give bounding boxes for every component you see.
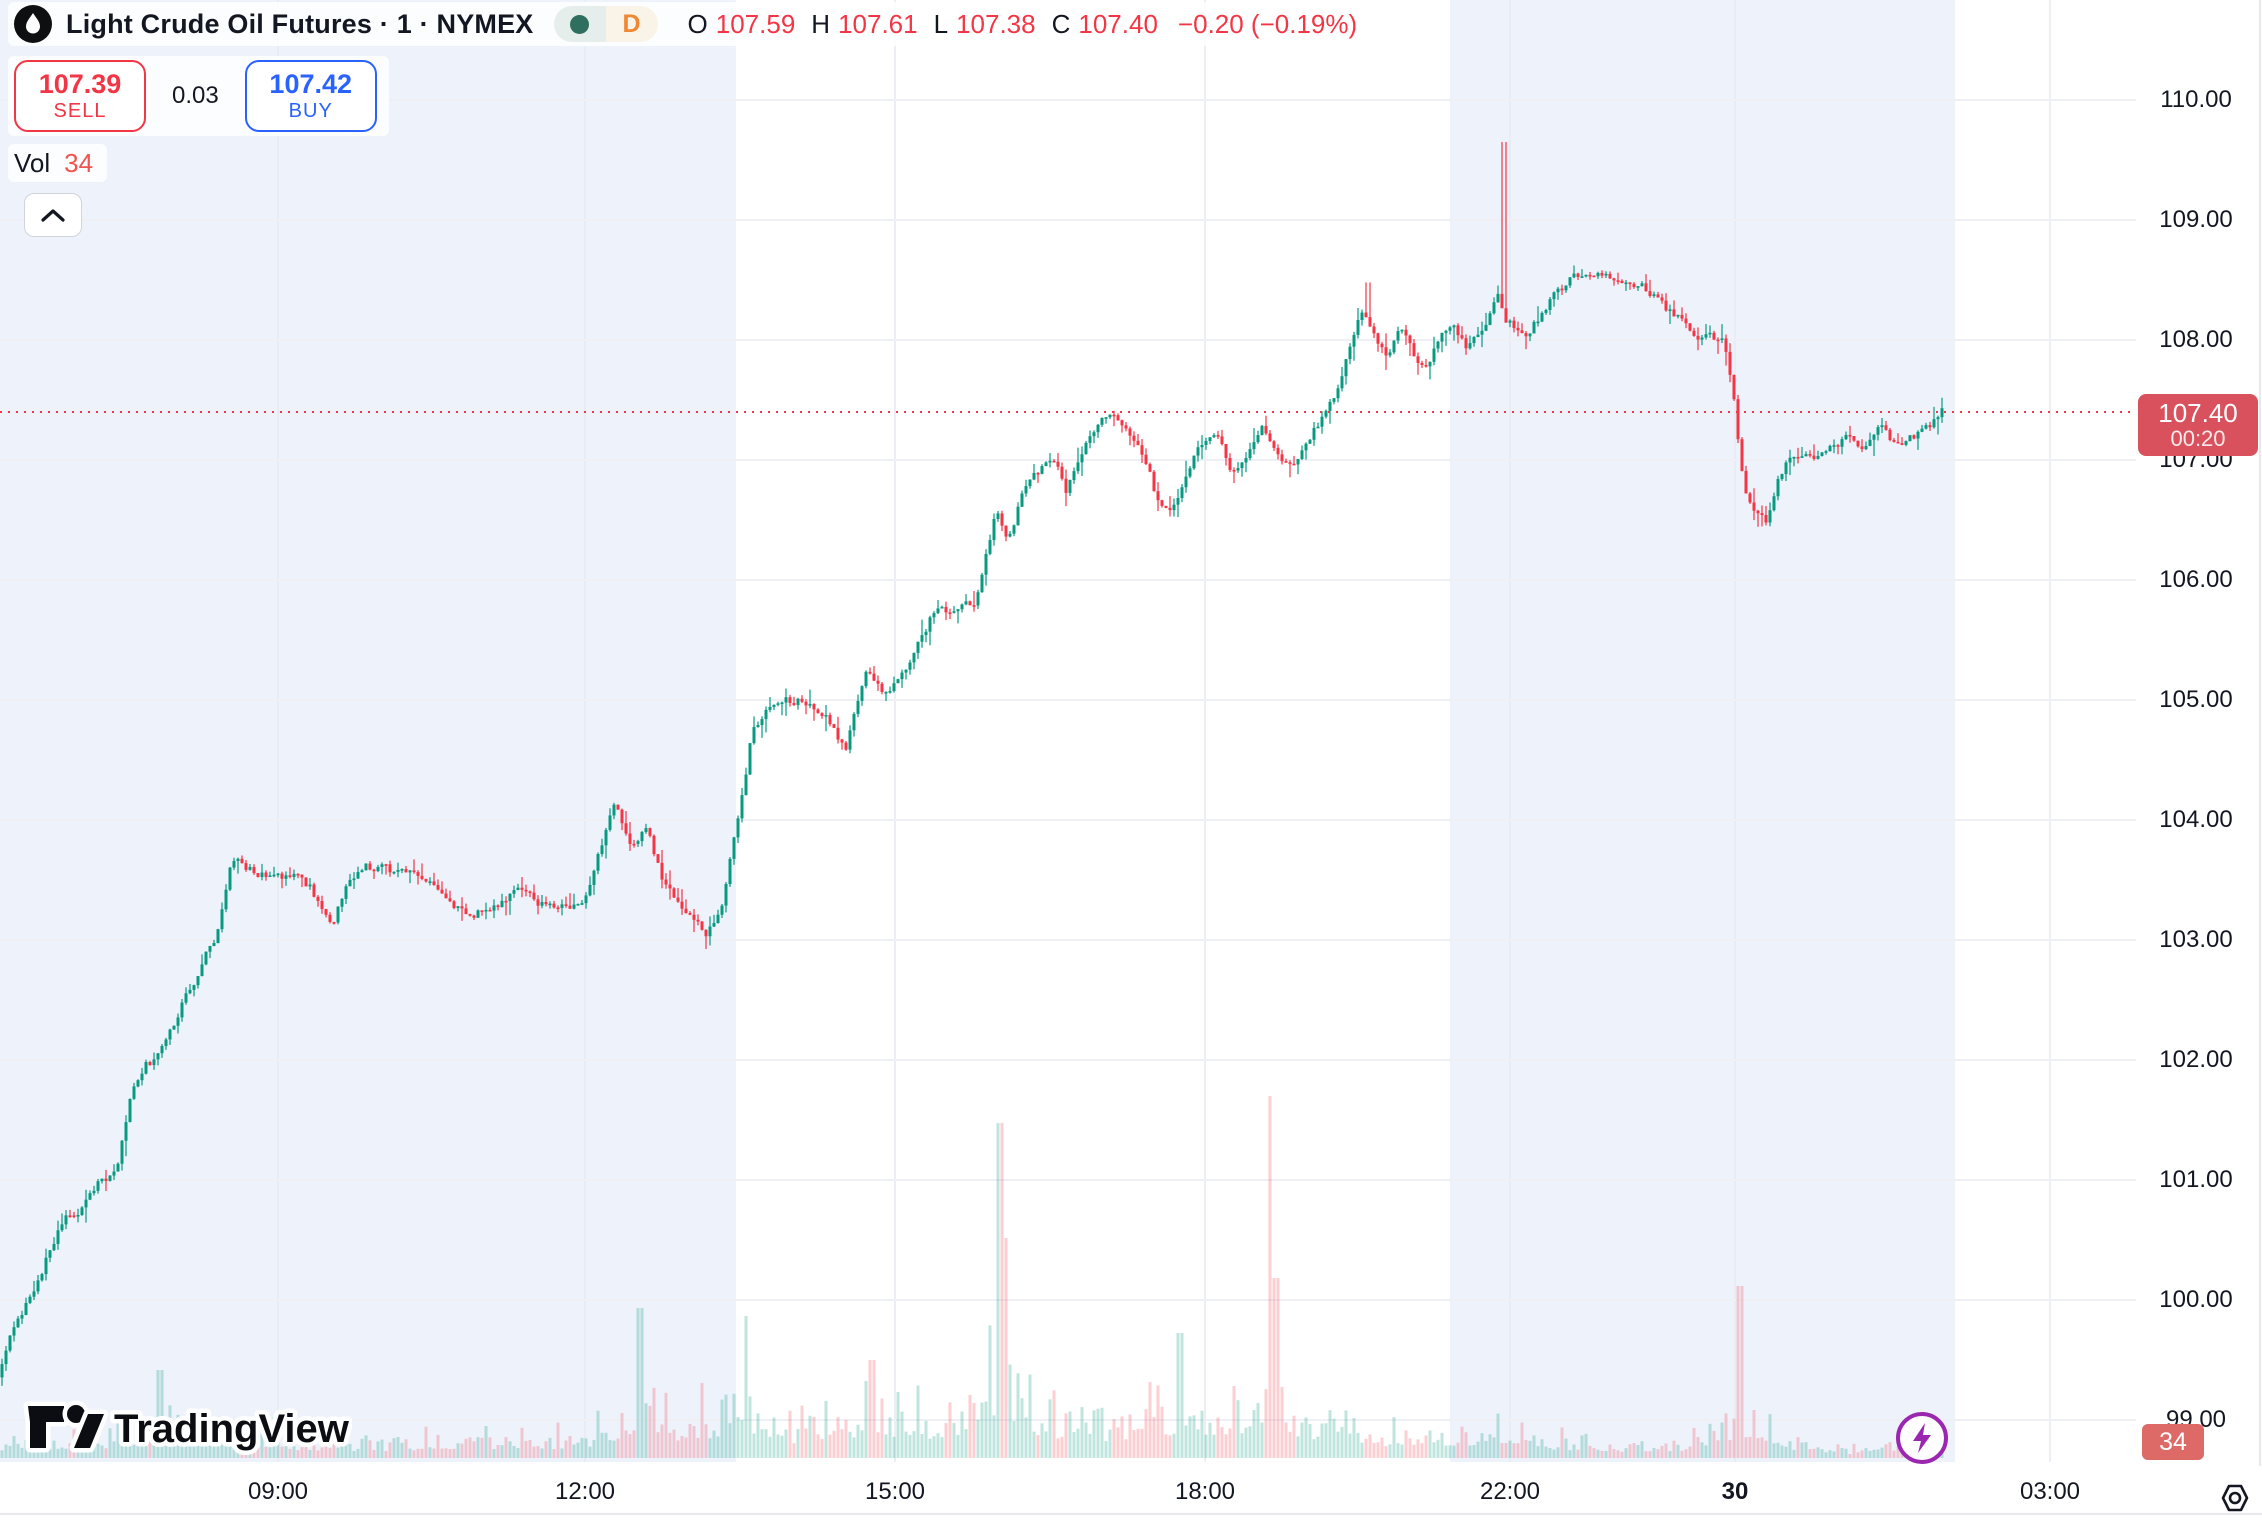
- lightning-bolt-icon: [1913, 1423, 1931, 1453]
- close-value: 107.40: [1078, 8, 1158, 39]
- oil-drop-logo-icon: [14, 5, 52, 43]
- time-axis-label: 22:00: [1479, 1478, 1541, 1505]
- gear-icon: [2221, 1484, 2249, 1512]
- time-axis-label: 03:00: [2019, 1478, 2081, 1505]
- price-axis-label: 108.00: [2159, 326, 2233, 353]
- price-axis-label: 101.00: [2159, 1166, 2233, 1193]
- price-axis-label: 110.00: [2160, 86, 2232, 113]
- sell-label: SELL: [53, 100, 107, 123]
- volume-label: Vol: [14, 147, 51, 178]
- candlestick-chart-canvas[interactable]: [0, 0, 2262, 1466]
- tradingview-logo[interactable]: TradingView: [22, 1392, 352, 1458]
- last-price-label: 107.40 00:20: [2138, 394, 2258, 456]
- price-axis-label: 103.00: [2159, 926, 2233, 953]
- right-divider: [2259, 0, 2261, 1466]
- high-letter: H: [811, 8, 831, 39]
- time-axis-label: 12:00: [554, 1478, 616, 1505]
- interval-badge[interactable]: D: [605, 6, 658, 42]
- time-axis-label: 15:00: [864, 1478, 926, 1505]
- price-axis-label: 109.00: [2159, 206, 2233, 233]
- volume-legend[interactable]: Vol 34: [8, 144, 108, 182]
- volume-axis-badge: 34: [2142, 1424, 2204, 1460]
- price-axis-label: 102.00: [2159, 1046, 2233, 1073]
- indicator-pill[interactable]: D: [553, 6, 658, 42]
- ohlc-values: O 107.59 H 107.61 L 107.38 C 107.40 −0.20 (−…: [688, 9, 1358, 40]
- price-axis-label: 104.00: [2159, 806, 2233, 833]
- time-axis-label: 18:00: [1174, 1478, 1236, 1505]
- buy-button[interactable]: 107.42 BUY: [244, 60, 377, 132]
- axis-settings-button[interactable]: [2218, 1482, 2252, 1514]
- price-axis-label: 105.00: [2159, 686, 2233, 713]
- low-letter: L: [933, 8, 949, 39]
- sell-button[interactable]: 107.39 SELL: [14, 60, 146, 132]
- price-axis-label: 100.00: [2159, 1286, 2233, 1313]
- time-axis-label: 09:00: [247, 1478, 309, 1505]
- sell-price: 107.39: [38, 68, 122, 99]
- time-axis[interactable]: 09:00 12:00 15:00 18:00 22:00 30 03:00: [0, 1466, 2262, 1524]
- low-value: 107.38: [956, 8, 1036, 39]
- symbol-title[interactable]: Light Crude Oil Futures · 1 · NYMEX: [66, 8, 534, 39]
- bottom-divider: [0, 1513, 2262, 1515]
- open-value: 107.59: [715, 8, 796, 39]
- buy-label: BUY: [288, 100, 333, 123]
- buy-price: 107.42: [269, 68, 353, 99]
- time-axis-label: 30: [1721, 1478, 1749, 1505]
- spread-value: 0.03: [172, 82, 219, 109]
- open-letter: O: [687, 8, 708, 39]
- close-letter: C: [1051, 8, 1071, 39]
- last-price-value: 107.40: [2158, 397, 2238, 428]
- order-panel: 107.39 SELL 0.03 107.42 BUY: [8, 56, 389, 136]
- bar-countdown: 00:20: [2170, 426, 2226, 452]
- change-value: −0.20 (−0.19%): [1177, 8, 1358, 39]
- tradingview-logo-text: TradingView: [114, 1407, 350, 1451]
- market-status-dot-icon: [570, 14, 590, 34]
- chevron-up-icon: [41, 209, 65, 222]
- status-dot-segment[interactable]: [553, 6, 606, 42]
- price-axis-label: 106.00: [2159, 566, 2233, 593]
- price-axis[interactable]: 107.40 00:20 110.00 109.00 108.00 107.00 106…: [2136, 0, 2262, 1466]
- high-value: 107.61: [838, 8, 918, 39]
- lightning-button[interactable]: [1894, 1410, 1950, 1466]
- volume-value: 34: [64, 147, 94, 178]
- collapse-legend-button[interactable]: [24, 193, 82, 237]
